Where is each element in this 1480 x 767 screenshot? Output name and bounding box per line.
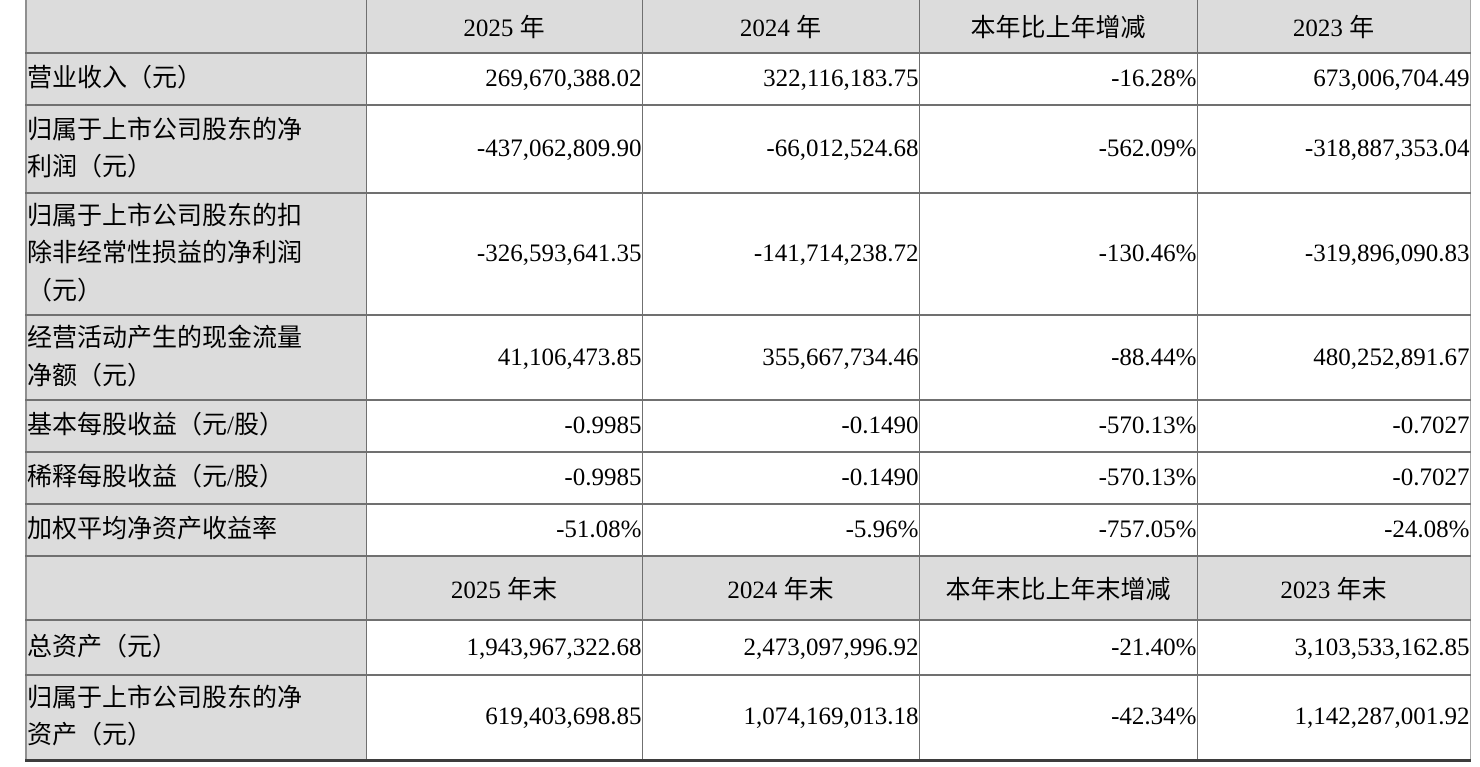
- value-cell-yoy-change: -130.46%: [918, 192, 1198, 316]
- value-cell-2024: -66,012,524.68: [641, 104, 920, 194]
- value-cell-2025-end: 619,403,698.85: [365, 674, 643, 762]
- value-cell-2023: -24.08%: [1196, 503, 1471, 557]
- value-cell-2023: -0.7027: [1196, 399, 1471, 453]
- row-label-cell: 归属于上市公司股东的净 资产（元）: [25, 674, 367, 762]
- row-label-cell: 营业收入（元）: [25, 52, 367, 106]
- value-cell-2023: 673,006,704.49: [1196, 52, 1471, 106]
- row-label-cell: 经营活动产生的现金流量 净额（元）: [25, 314, 367, 401]
- value-cell-2023: -319,896,090.83: [1196, 192, 1471, 316]
- value-cell-yoy-change: -757.05%: [918, 503, 1198, 557]
- value-cell-2024: -141,714,238.72: [641, 192, 920, 316]
- header-row-period-end: 2025 年末 2024 年末 本年末比上年末增减 2023 年末: [25, 555, 1471, 621]
- table-row-diluted-eps: 稀释每股收益（元/股） -0.9985 -0.1490 -570.13% -0.…: [25, 451, 1471, 505]
- row-label-cell: 加权平均净资产收益率: [25, 503, 367, 557]
- value-cell-2023: -318,887,353.04: [1196, 104, 1471, 194]
- value-cell-2025: -326,593,641.35: [365, 192, 643, 316]
- value-cell-yoy-change: -570.13%: [918, 399, 1198, 453]
- table-row-net-profit-attributable: 归属于上市公司股东的净 利润（元） -437,062,809.90 -66,01…: [25, 104, 1471, 194]
- value-cell-2025: -437,062,809.90: [365, 104, 643, 194]
- table-row-net-profit-excl-nonrecurring: 归属于上市公司股东的扣 除非经常性损益的净利润 （元） -326,593,641…: [25, 192, 1471, 316]
- header-cell-2023: 2023 年: [1196, 0, 1471, 54]
- row-label-cell: 稀释每股收益（元/股）: [25, 451, 367, 505]
- header-cell-2023-end: 2023 年末: [1196, 555, 1471, 621]
- value-cell-2023-end: 3,103,533,162.85: [1196, 619, 1471, 676]
- table-row-total-assets: 总资产（元） 1,943,967,322.68 2,473,097,996.92…: [25, 619, 1471, 676]
- header-cell-blank: [25, 555, 367, 621]
- value-cell-2025: -51.08%: [365, 503, 643, 557]
- value-cell-2023: -0.7027: [1196, 451, 1471, 505]
- value-cell-2024: -0.1490: [641, 451, 920, 505]
- value-cell-2025: -0.9985: [365, 451, 643, 505]
- value-cell-2024-end: 2,473,097,996.92: [641, 619, 920, 676]
- row-label-cell: 总资产（元）: [25, 619, 367, 676]
- row-label-cell: 归属于上市公司股东的净 利润（元）: [25, 104, 367, 194]
- header-cell-2024-end: 2024 年末: [641, 555, 920, 621]
- header-row-annual: 2025 年 2024 年 本年比上年增减 2023 年: [25, 0, 1471, 54]
- value-cell-yoy-change: -570.13%: [918, 451, 1198, 505]
- value-cell-end-yoy-change: -42.34%: [918, 674, 1198, 762]
- value-cell-yoy-change: -16.28%: [918, 52, 1198, 106]
- header-cell-end-yoy-change: 本年末比上年末增减: [918, 555, 1198, 621]
- value-cell-2025-end: 1,943,967,322.68: [365, 619, 643, 676]
- table-row-net-assets-attributable: 归属于上市公司股东的净 资产（元） 619,403,698.85 1,074,1…: [25, 674, 1471, 762]
- header-cell-blank: [25, 0, 367, 54]
- value-cell-end-yoy-change: -21.40%: [918, 619, 1198, 676]
- table-row-operating-cash-flow: 经营活动产生的现金流量 净额（元） 41,106,473.85 355,667,…: [25, 314, 1471, 401]
- value-cell-2023: 480,252,891.67: [1196, 314, 1471, 401]
- header-cell-2025: 2025 年: [365, 0, 643, 54]
- value-cell-2025: 41,106,473.85: [365, 314, 643, 401]
- header-cell-2025-end: 2025 年末: [365, 555, 643, 621]
- row-label-cell: 归属于上市公司股东的扣 除非经常性损益的净利润 （元）: [25, 192, 367, 316]
- value-cell-2025: -0.9985: [365, 399, 643, 453]
- table-row-basic-eps: 基本每股收益（元/股） -0.9985 -0.1490 -570.13% -0.…: [25, 399, 1471, 453]
- table-row-weighted-avg-roe: 加权平均净资产收益率 -51.08% -5.96% -757.05% -24.0…: [25, 503, 1471, 557]
- financial-summary-table: 2025 年 2024 年 本年比上年增减 2023 年 营业收入（元） 269…: [25, 0, 1471, 762]
- value-cell-yoy-change: -88.44%: [918, 314, 1198, 401]
- header-cell-yoy-change: 本年比上年增减: [918, 0, 1198, 54]
- value-cell-2024: -0.1490: [641, 399, 920, 453]
- value-cell-2024: -5.96%: [641, 503, 920, 557]
- value-cell-2023-end: 1,142,287,001.92: [1196, 674, 1471, 762]
- value-cell-2024: 322,116,183.75: [641, 52, 920, 106]
- value-cell-yoy-change: -562.09%: [918, 104, 1198, 194]
- value-cell-2024: 355,667,734.46: [641, 314, 920, 401]
- table-row-operating-revenue: 营业收入（元） 269,670,388.02 322,116,183.75 -1…: [25, 52, 1471, 106]
- value-cell-2025: 269,670,388.02: [365, 52, 643, 106]
- header-cell-2024: 2024 年: [641, 0, 920, 54]
- row-label-cell: 基本每股收益（元/股）: [25, 399, 367, 453]
- value-cell-2024-end: 1,074,169,013.18: [641, 674, 920, 762]
